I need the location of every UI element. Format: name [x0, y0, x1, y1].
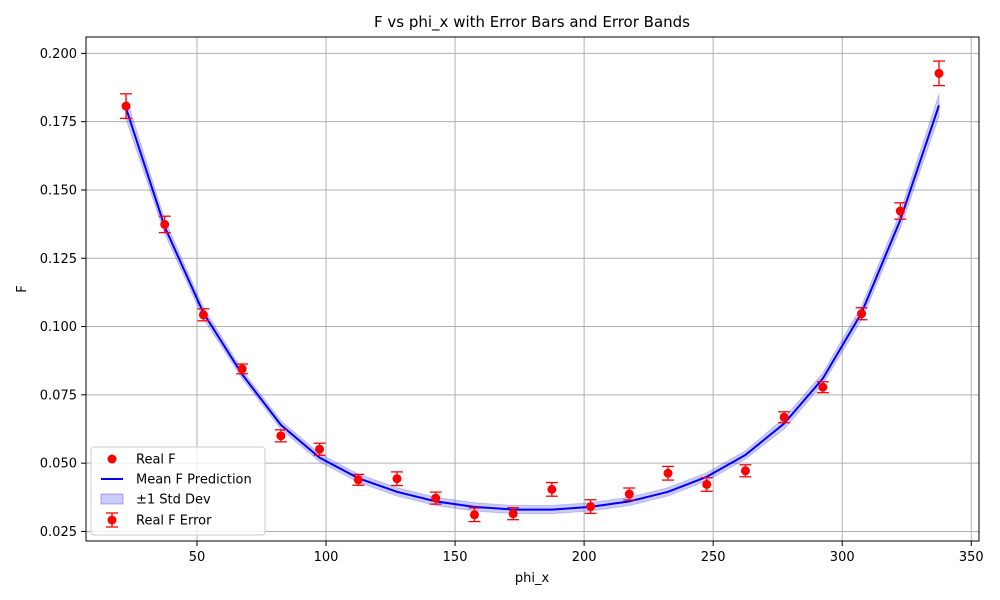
x-tick-label: 350 — [959, 550, 984, 565]
x-tick-label: 250 — [701, 550, 726, 565]
y-tick-label: 0.150 — [40, 183, 77, 198]
data-point — [353, 475, 363, 485]
data-point — [586, 502, 596, 512]
data-point — [276, 431, 286, 441]
legend-label: Real F Error — [136, 514, 212, 529]
data-point — [547, 484, 557, 494]
data-point — [740, 466, 750, 476]
legend-marker-real-f — [107, 454, 117, 464]
std-dev-band — [125, 94, 940, 515]
mean-prediction-line — [125, 104, 940, 511]
legend-marker-error-bar — [106, 512, 118, 528]
data-point — [818, 382, 828, 392]
data-point — [508, 509, 518, 519]
y-tick-label: 0.075 — [40, 388, 77, 403]
grid — [86, 37, 979, 541]
data-point — [779, 412, 789, 422]
x-tick-label: 150 — [443, 550, 468, 565]
legend-marker-std-band — [100, 493, 124, 505]
data-point — [663, 468, 673, 478]
data-point — [315, 444, 325, 454]
x-tick-label: 50 — [189, 550, 206, 565]
data-point — [702, 479, 712, 489]
x-tick-label: 100 — [314, 550, 339, 565]
data-point — [895, 206, 905, 216]
data-point — [392, 474, 402, 484]
data-points — [121, 68, 944, 520]
data-point — [237, 364, 247, 374]
y-tick-label: 0.175 — [40, 115, 77, 130]
x-axis-label: phi_x — [515, 571, 550, 586]
data-point — [431, 493, 441, 503]
x-axis-ticks: 50 100 150 200 250 300 350 — [189, 541, 984, 565]
data-point — [160, 219, 170, 229]
y-tick-label: 0.125 — [40, 252, 77, 267]
data-point — [857, 309, 867, 319]
legend-label: Real F — [136, 453, 176, 468]
legend-box — [90, 446, 266, 536]
x-tick-label: 200 — [572, 550, 597, 565]
data-point — [624, 489, 634, 499]
plot-frame — [85, 36, 980, 542]
legend-label: Mean F Prediction — [136, 473, 252, 488]
chart-title: F vs phi_x with Error Bars and Error Ban… — [374, 13, 690, 32]
y-axis-label: F — [15, 285, 30, 292]
x-tick-label: 300 — [830, 550, 855, 565]
data-point — [934, 68, 944, 78]
y-tick-label: 0.200 — [40, 47, 77, 62]
y-axis-ticks: 0.025 0.050 0.075 0.100 0.125 0.150 0.175 0.200 — [40, 47, 86, 540]
legend: Real F Mean F Prediction ±1 Std Dev Real F … — [90, 446, 266, 536]
y-tick-label: 0.050 — [40, 457, 77, 472]
legend-label: ±1 Std Dev — [136, 493, 211, 508]
y-tick-label: 0.025 — [40, 525, 77, 540]
data-point — [469, 510, 479, 520]
y-tick-label: 0.100 — [40, 320, 77, 335]
data-point — [121, 101, 131, 111]
data-point — [198, 310, 208, 320]
